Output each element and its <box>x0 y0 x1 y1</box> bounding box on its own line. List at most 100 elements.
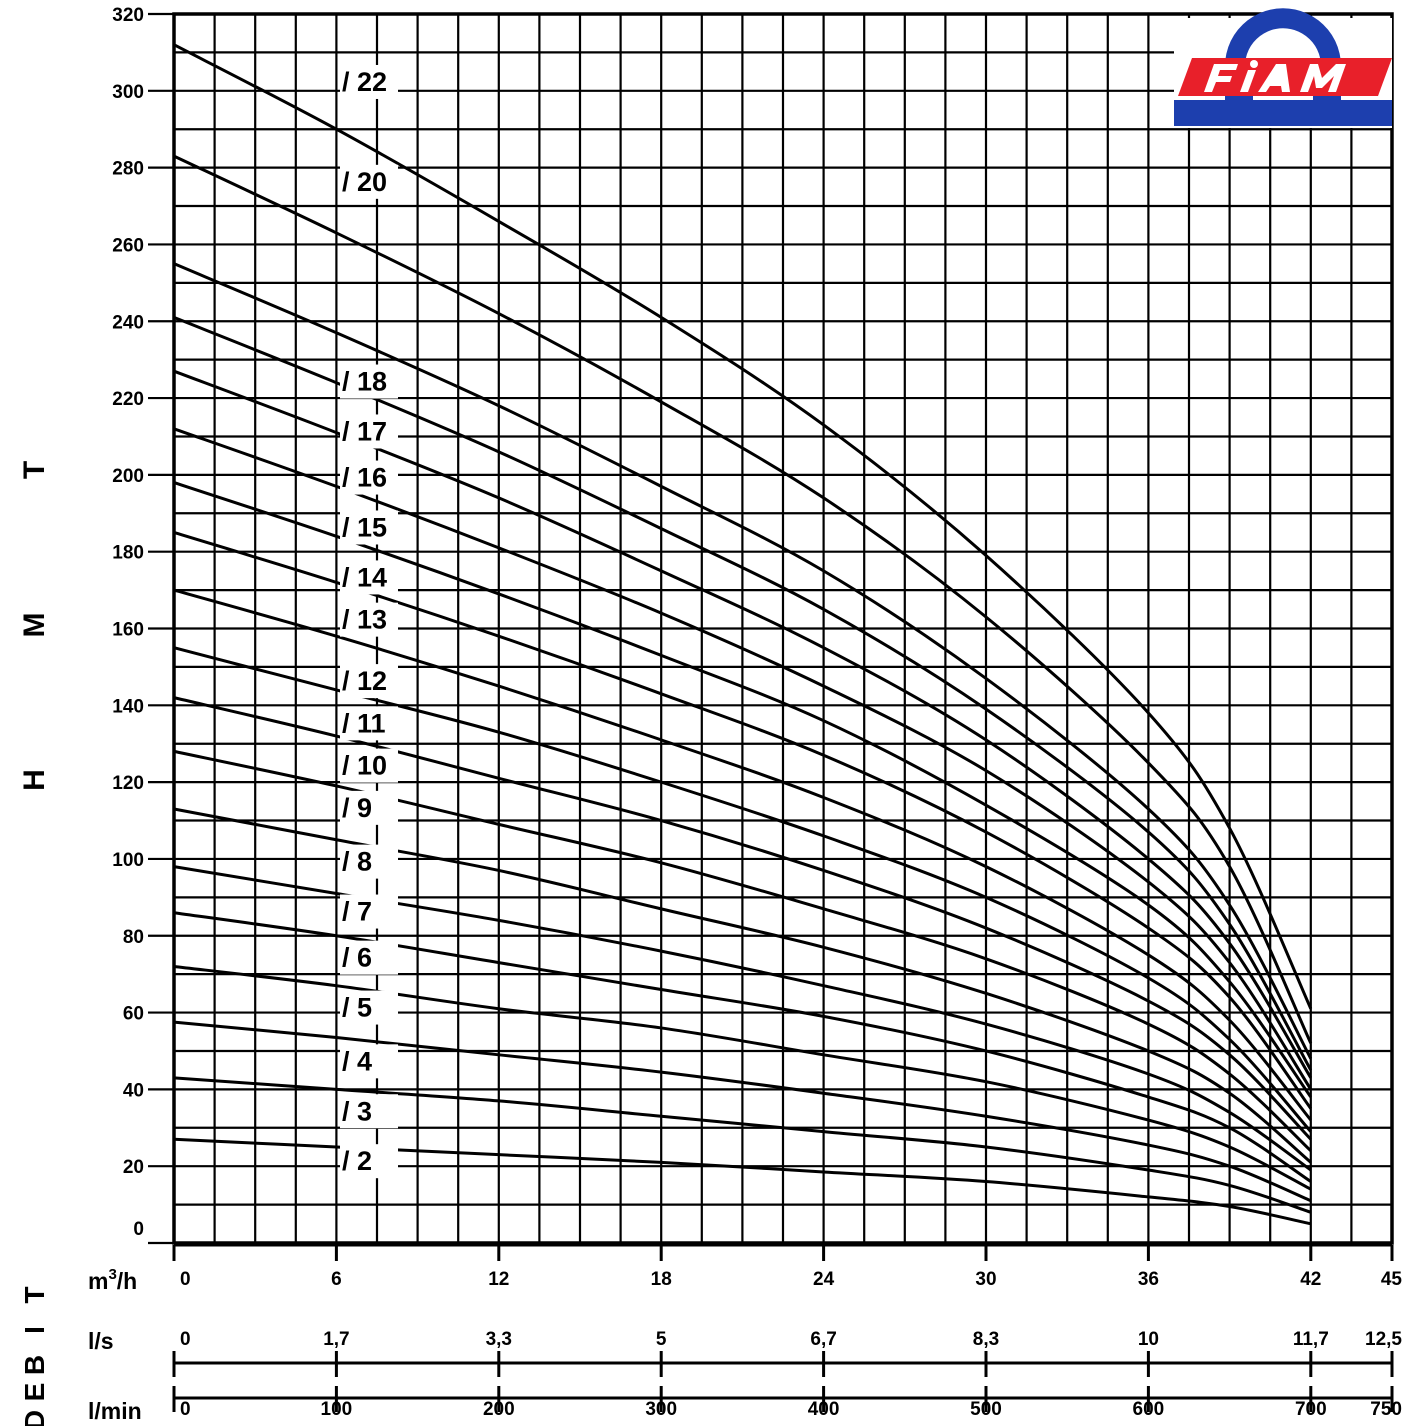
curve-label: / 7 <box>342 897 372 927</box>
y-tick-label: 240 <box>112 312 144 333</box>
y-tick-label: 180 <box>112 543 144 564</box>
side-labels: T M H T I BED <box>18 461 51 1426</box>
curve-label: / 4 <box>342 1046 372 1076</box>
curve-label: / 8 <box>342 847 372 877</box>
x-tick-label: 30 <box>975 1269 996 1290</box>
curve-14 <box>173 481 1313 1098</box>
curve-17 <box>173 316 1313 1071</box>
curve-label: / 15 <box>342 512 387 542</box>
x-tick-label: 45 <box>1381 1269 1403 1290</box>
curve-3 <box>173 1076 1312 1214</box>
x-tick-label: 700 <box>1295 1399 1327 1420</box>
curve-20 <box>173 154 1313 1044</box>
curve-label-bg <box>340 510 398 545</box>
x-axis-title-letter: E <box>19 1383 50 1402</box>
x-tick-label: 11,7 <box>1293 1329 1329 1350</box>
y-tick-label: 100 <box>112 850 144 871</box>
x-tick-label: 1,7 <box>323 1329 349 1350</box>
x-tick-label: 600 <box>1133 1399 1165 1420</box>
logo-omega-arc <box>1225 8 1341 79</box>
x-axis-title-letter: I <box>19 1326 50 1334</box>
curve-label: / 3 <box>342 1096 372 1126</box>
y-axis-ticks: 0 20 40 60 80 100 120 140 160 180 200 220 240 260 280 3… <box>112 5 174 1245</box>
x-unit-label: l/min <box>88 1398 142 1424</box>
curve-10 <box>173 696 1312 1141</box>
y-tick-label: 200 <box>112 466 144 487</box>
x-tick-label: 12 <box>488 1269 509 1290</box>
curve-13 <box>173 531 1313 1110</box>
curve-11 <box>173 646 1312 1133</box>
curve-label: / 11 <box>342 708 386 738</box>
curve-12 <box>173 588 1312 1122</box>
curve-label-bg <box>340 64 398 99</box>
curve-label-bg <box>340 1044 398 1079</box>
y-tick-label: 40 <box>123 1080 144 1101</box>
y-tick-label: 0 <box>133 1219 144 1240</box>
curve-label-bg <box>340 706 398 741</box>
x-tick-label: 400 <box>808 1399 840 1420</box>
y-tick-label: 220 <box>112 389 144 410</box>
x-tick-label: 5 <box>656 1329 667 1350</box>
y-axis-title-letter: T <box>18 461 51 479</box>
y-tick-label: 160 <box>112 620 144 641</box>
y-tick-label: 280 <box>112 159 144 180</box>
curve-label: / 10 <box>342 751 387 781</box>
y-tick-label: 140 <box>112 696 144 717</box>
curve-label-bg <box>340 1144 398 1179</box>
logo-blue-band-lower <box>1174 112 1392 126</box>
curve-label: / 17 <box>342 416 387 446</box>
curve-label: / 16 <box>342 463 387 493</box>
x-axis-title-letter: B <box>19 1355 50 1375</box>
fiam-logo <box>1174 8 1392 128</box>
y-tick-label: 60 <box>123 1004 144 1025</box>
curve-label: / 13 <box>342 605 387 635</box>
curve-label-bg <box>340 748 398 783</box>
curve-label: / 2 <box>342 1146 372 1176</box>
y-axis-title-letter: H <box>18 769 51 791</box>
curve-label-bg <box>340 894 398 929</box>
logo-lettering <box>1204 60 1346 92</box>
x-tick-label: 200 <box>483 1399 515 1420</box>
curve-label-bg <box>340 1094 398 1129</box>
y-axis-title-letter: M <box>18 613 51 638</box>
curve-label-bg <box>340 844 398 879</box>
x-unit-label: l/s <box>88 1328 114 1354</box>
logo-blue-band <box>1174 100 1392 114</box>
x-tick-label: 10 <box>1138 1329 1159 1350</box>
x-axes: 0 6 12 18 24 30 36 42 45 m3/h 0 1,7 3,3 5 6,7 8,3 10 11,7… <box>88 1243 1403 1424</box>
curve-label-bg <box>340 364 398 399</box>
curve-label: / 9 <box>342 793 372 823</box>
x-tick-label: 42 <box>1300 1269 1321 1290</box>
curve-22 <box>173 43 1313 1010</box>
curve-15 <box>173 427 1313 1091</box>
x-tick-label: 300 <box>645 1399 677 1420</box>
x-tick-label: 0 <box>180 1269 191 1290</box>
curve-label: / 5 <box>342 993 372 1023</box>
y-tick-label: 120 <box>112 773 144 794</box>
curve-label-bg <box>340 414 398 449</box>
curve-label: / 20 <box>342 167 387 197</box>
curve-label: / 14 <box>342 562 387 592</box>
curve-4 <box>173 1020 1312 1203</box>
x-axis-title-letter: T <box>19 1286 50 1303</box>
x-tick-label: 18 <box>651 1269 672 1290</box>
x-tick-label: 8,3 <box>973 1329 999 1350</box>
x-axis-title-letter: D <box>19 1410 50 1426</box>
curve-label: / 12 <box>342 666 387 696</box>
x-tick-label: 0 <box>180 1399 191 1420</box>
curve-18 <box>173 262 1313 1060</box>
curve-label-bg <box>340 790 398 825</box>
curve-labels: / 22 / 20 / 18 / 17 / 16 / 15 / 14 / 13 / 12 / 11… <box>340 64 398 1179</box>
y-tick-label: 260 <box>112 235 144 256</box>
x-tick-label: 6 <box>331 1269 342 1290</box>
x-unit-label: m3/h <box>88 1266 137 1294</box>
curve-16 <box>173 369 1313 1079</box>
y-tick-label: 20 <box>123 1157 144 1178</box>
x-tick-label: 500 <box>970 1399 1002 1420</box>
y-tick-label: 80 <box>123 927 144 948</box>
curve-label: / 18 <box>342 367 387 397</box>
x-tick-label: 36 <box>1138 1269 1159 1290</box>
x-tick-label: 24 <box>813 1269 835 1290</box>
curve-label: / 22 <box>342 67 387 97</box>
